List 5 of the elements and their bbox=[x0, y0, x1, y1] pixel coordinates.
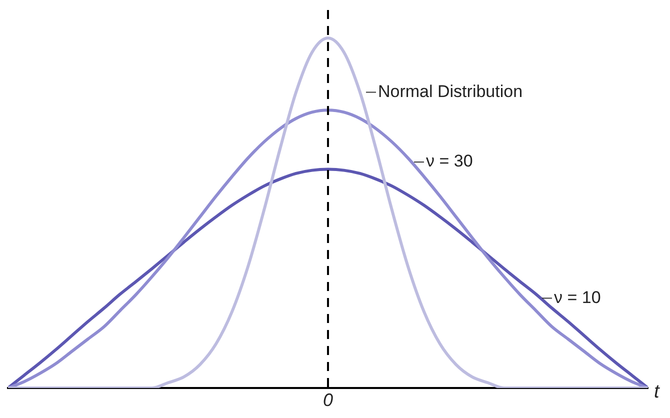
series-label: Normal Distribution bbox=[378, 82, 523, 101]
x-axis-title: t bbox=[654, 381, 660, 402]
series-label: ν = 30 bbox=[426, 152, 473, 171]
text: 0 bbox=[322, 390, 334, 410]
series-label: ν = 10 bbox=[554, 288, 601, 307]
